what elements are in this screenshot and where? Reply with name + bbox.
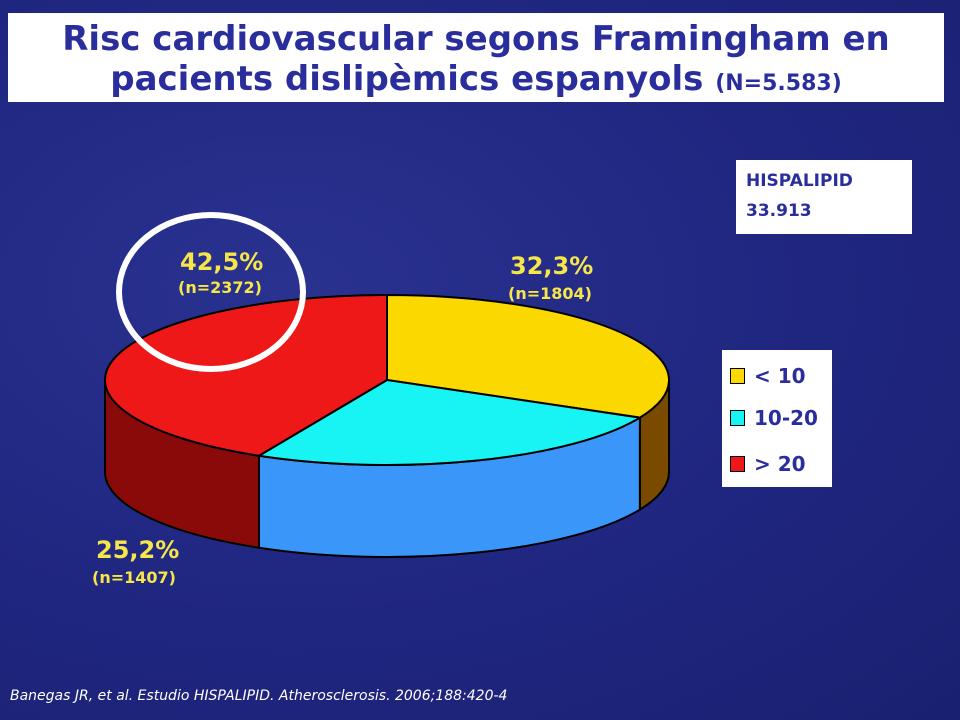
legend-swatch-10-20 <box>730 410 745 426</box>
pie-slice-gt20 <box>104 294 388 457</box>
highlight-circle <box>116 212 306 372</box>
citation-footnote: Banegas JR, et al. Estudio HISPALIPID. A… <box>10 688 508 704</box>
pie-slice-lt10 <box>386 294 670 419</box>
slice-label-lt10-n: (n=1804) <box>508 284 592 303</box>
legend-label-gt20: > 20 <box>754 452 806 476</box>
legend: < 10 10-20 > 20 <box>722 350 832 487</box>
slice-label-10-20-pct: 25,2% <box>96 536 180 564</box>
legend-label-10-20: 10-20 <box>754 406 818 430</box>
title-line-1: Risc cardiovascular segons Framingham en <box>62 19 890 59</box>
title-n-label: (N=5.583) <box>715 71 842 96</box>
hispalipid-label: HISPALIPID <box>746 171 853 191</box>
title-line-2: pacients dislipèmics espanyols (N=5.583) <box>8 59 944 104</box>
hispalipid-value: 33.913 <box>746 201 812 221</box>
slice-label-lt10-pct: 32,3% <box>510 252 594 280</box>
slice-label-gt20-pct: 42,5% <box>180 248 264 276</box>
title-box: Risc cardiovascular segons Framingham en… <box>8 13 944 102</box>
slice-label-10-20-n: (n=1407) <box>92 568 176 587</box>
legend-swatch-gt20 <box>730 456 745 472</box>
slice-label-gt20-n: (n=2372) <box>178 278 262 297</box>
title-line-2-text: pacients dislipèmics espanyols <box>110 59 704 99</box>
pie-slice-10-20 <box>257 379 641 466</box>
legend-swatch-lt10 <box>730 368 745 384</box>
legend-label-lt10: < 10 <box>754 364 806 388</box>
hispalipid-box: HISPALIPID 33.913 <box>736 160 912 234</box>
